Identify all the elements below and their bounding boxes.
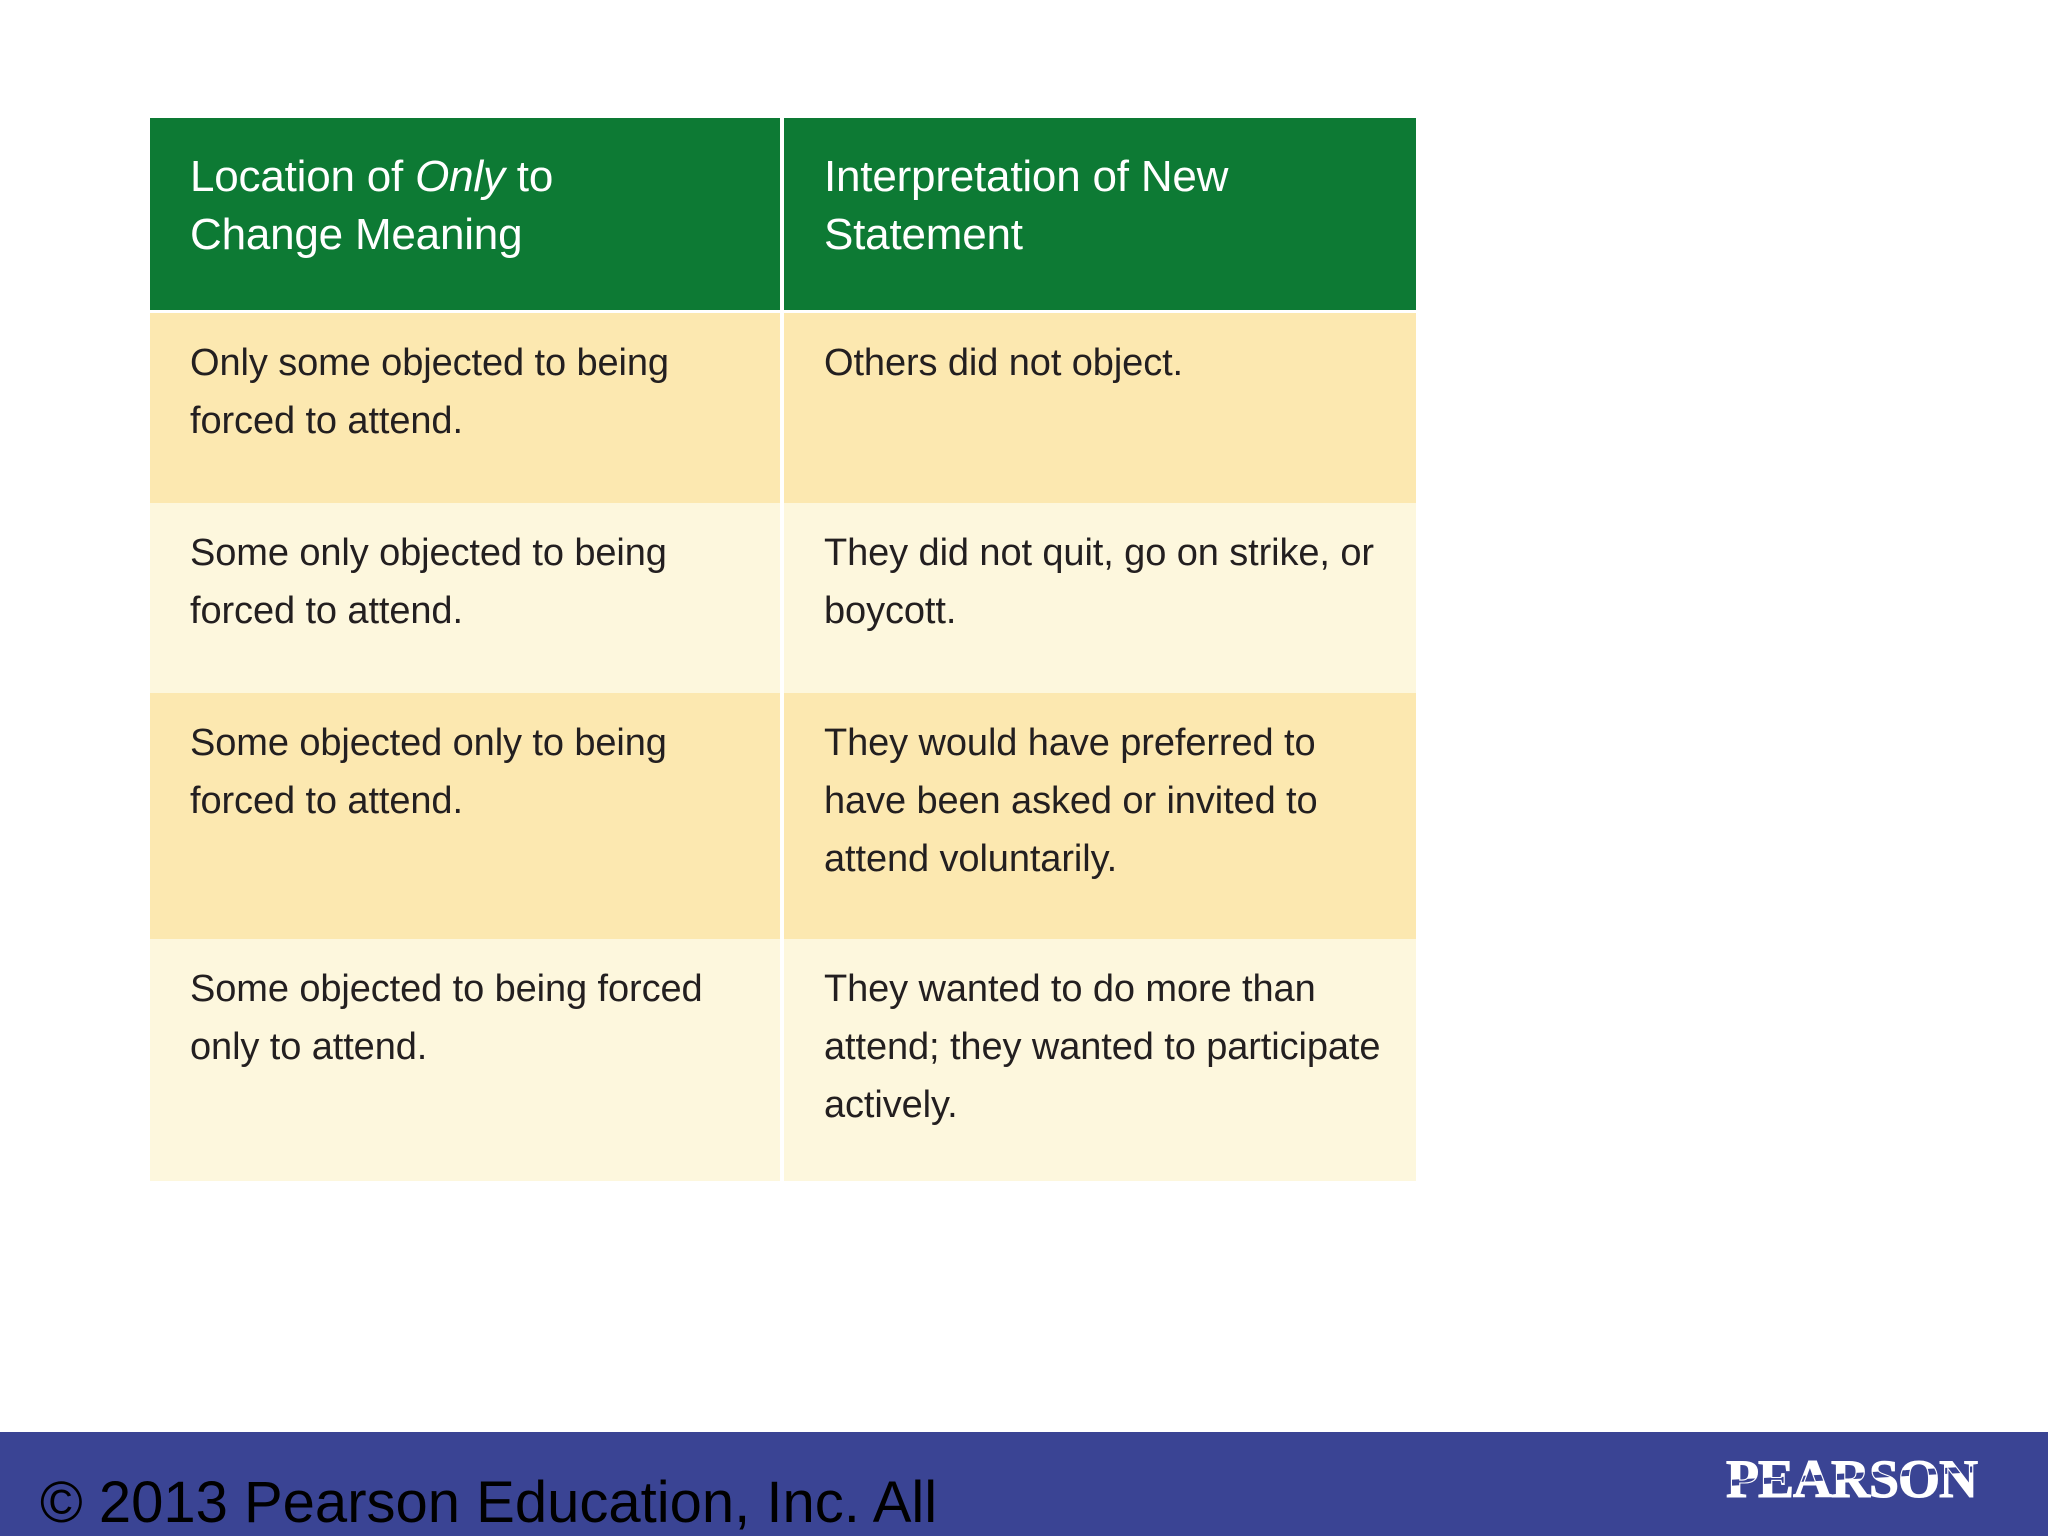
cell-location: Some only objected to being forced to at… (150, 503, 784, 694)
cell-interpretation: They wanted to do more than attend; they… (782, 939, 1416, 1182)
header-line-2: Statement (824, 210, 1023, 260)
cell-interpretation: Others did not object. (782, 310, 1416, 504)
table-row: Some objected to being forced only to at… (150, 939, 1416, 1182)
table: Location of Only to Change Meaning Inter… (150, 118, 1416, 1182)
column-header-location: Location of Only to Change Meaning (150, 118, 784, 312)
table-row: Only some objected to being forced to at… (150, 310, 1416, 504)
header-row: Location of Only to Change Meaning Inter… (150, 118, 1416, 312)
svg-text:PEARSON: PEARSON (1726, 1450, 1978, 1508)
pearson-logo: PEARSON PEARSON (1726, 1450, 2016, 1508)
cell-interpretation: They would have preferred to have been a… (782, 693, 1416, 940)
column-header-interpretation: Interpretation of New Statement (782, 118, 1416, 312)
cell-location: Some objected only to being forced to at… (150, 693, 784, 940)
cell-interpretation: They did not quit, go on strike, or boyc… (782, 503, 1416, 694)
cell-location: Only some objected to being forced to at… (150, 310, 784, 504)
header-line-1-pre: Location of (190, 152, 416, 201)
header-line-2: Change Meaning (190, 210, 523, 260)
table-row: Some only objected to being forced to at… (150, 503, 1416, 694)
header-emphasis-only: Only (415, 152, 505, 201)
table-row: Some objected only to being forced to at… (150, 693, 1416, 940)
table-header: Location of Only to Change Meaning Inter… (150, 118, 1416, 312)
header-line-1: Interpretation of New (824, 152, 1229, 201)
table-body: Only some objected to being forced to at… (150, 310, 1416, 1182)
header-line-1: Location of Only to (190, 148, 750, 206)
copyright-text: © 2013 Pearson Education, Inc. All (40, 1470, 938, 1535)
footer-bar: © 2013 Pearson Education, Inc. All PEARS… (0, 1432, 2048, 1536)
cell-location: Some objected to being forced only to at… (150, 939, 784, 1182)
header-line-1-post: to (504, 152, 554, 201)
only-placement-table: Location of Only to Change Meaning Inter… (150, 118, 1416, 1182)
